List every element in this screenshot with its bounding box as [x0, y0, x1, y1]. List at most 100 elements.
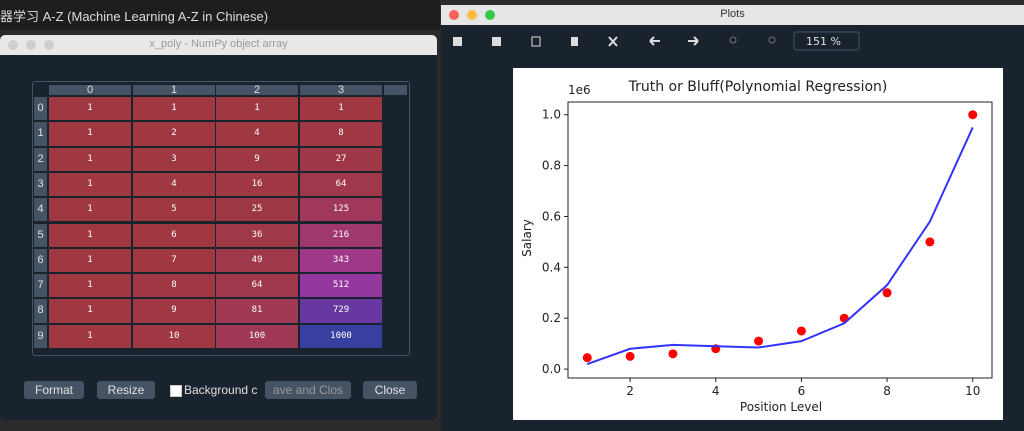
y-tick-label: 0.0 — [542, 362, 561, 376]
chart: Truth or Bluff(Polynomial Regression) 1e… — [513, 68, 1003, 420]
top-bar-title: 器学习 A-Z (Machine Learning A-Z in Chinese… — [0, 9, 269, 24]
array-cell: 25 — [215, 197, 299, 223]
array-cell: 1 — [48, 222, 132, 248]
column-header: 3 — [299, 84, 383, 96]
array-cell: 1 — [48, 298, 132, 324]
array-cell: 1000 — [299, 323, 383, 349]
column-header: 1 — [132, 84, 216, 96]
array-cell: 216 — [299, 222, 383, 248]
max-dot[interactable] — [44, 40, 54, 50]
array-cell: 81 — [215, 298, 299, 324]
button[interactable]: Format — [24, 381, 84, 399]
header-filler — [383, 84, 408, 96]
close-dot[interactable] — [8, 40, 18, 50]
button[interactable]: ave and Clos — [265, 381, 351, 399]
prev-icon[interactable] — [649, 36, 660, 46]
array-cell: 1 — [48, 171, 132, 198]
y-axis-label: Salary — [520, 219, 534, 257]
close-dot[interactable] — [449, 10, 459, 20]
array-cell: 1 — [48, 273, 132, 299]
window-title: Plots — [720, 8, 745, 20]
y-tick-label: 1.0 — [542, 108, 561, 122]
clear-icon[interactable] — [608, 36, 618, 47]
row-header: 3 — [33, 171, 48, 198]
row-header: 0 — [33, 96, 48, 122]
array-cell: 64 — [215, 273, 299, 299]
array-cell: 7 — [132, 247, 216, 274]
array-cell: 4 — [132, 171, 216, 198]
x-tick-label: 10 — [965, 384, 980, 398]
scatter-point — [968, 110, 978, 120]
array-cell: 1 — [48, 197, 132, 223]
array-cell: 64 — [299, 171, 383, 198]
array-cell: 1 — [48, 121, 132, 147]
array-cell: 27 — [299, 146, 383, 172]
array-cell: 9 — [215, 146, 299, 172]
array-cell: 125 — [299, 197, 383, 223]
array-cell: 8 — [299, 121, 383, 147]
checkbox[interactable] — [170, 385, 182, 397]
array-cell: 1 — [48, 323, 132, 349]
copy-icon[interactable] — [531, 36, 541, 47]
y-tick-label: 0.6 — [542, 209, 561, 223]
array-cell: 4 — [215, 121, 299, 147]
save-icon[interactable] — [453, 37, 462, 46]
scatter-point — [882, 288, 892, 298]
next-icon[interactable] — [688, 36, 699, 46]
array-cell: 1 — [48, 96, 132, 122]
y-tick-label: 0.2 — [542, 311, 561, 325]
array-cell: 16 — [215, 171, 299, 198]
scatter-point — [582, 353, 592, 363]
array-cell: 5 — [132, 197, 216, 223]
row-header: 9 — [33, 323, 48, 349]
row-header: 2 — [33, 146, 48, 172]
save-all-icon[interactable] — [492, 37, 501, 46]
array-cell: 1 — [132, 96, 216, 122]
zoom-out-icon[interactable] — [768, 36, 776, 44]
column-header: 0 — [48, 84, 132, 96]
zoom-box[interactable] — [793, 31, 860, 51]
scatter-point — [625, 351, 635, 361]
x-tick-label: 2 — [626, 384, 634, 398]
array-cell: 1 — [48, 247, 132, 274]
checkbox-label: Background c — [184, 383, 258, 397]
row-header: 8 — [33, 298, 48, 324]
toolbar: 151 % — [453, 31, 860, 51]
row-header: 7 — [33, 273, 48, 299]
array-cell: 1 — [299, 96, 383, 122]
array-table: 0 1 2 3 0 1 1 1 1 1 1 2 4 8 2 1 3 9 27 3 1 4 16 64 4 1 5 25 125 5 1 6 36… — [32, 81, 410, 356]
array-cell: 2 — [132, 121, 216, 147]
array-cell: 8 — [132, 273, 216, 299]
row-header: 4 — [33, 197, 48, 223]
delete-icon[interactable] — [571, 37, 578, 46]
min-dot[interactable] — [26, 40, 36, 50]
top-bar: 器学习 A-Z (Machine Learning A-Z in Chinese… — [0, 0, 440, 30]
array-cell: 36 — [215, 222, 299, 248]
array-cell: 729 — [299, 298, 383, 324]
button[interactable]: Resize — [97, 381, 155, 399]
array-cell: 9 — [132, 298, 216, 324]
plots-window: Plots 151 % Truth or Bluff(Polynomial Re… — [441, 5, 1024, 431]
column-header: 2 — [215, 84, 299, 96]
array-cell: 6 — [132, 222, 216, 248]
y-tick-label: 0.8 — [542, 159, 561, 173]
zoom-in-icon[interactable] — [729, 36, 737, 44]
row-header: 1 — [33, 121, 48, 147]
title-bar: Plots — [441, 5, 1024, 25]
window-title: x_poly - NumPy object array — [149, 38, 288, 50]
min-dot[interactable] — [467, 10, 477, 20]
title-bar: x_poly - NumPy object array — [0, 35, 437, 55]
x-tick-label: 6 — [798, 384, 806, 398]
array-cell: 49 — [215, 247, 299, 274]
array-cell: 1 — [48, 146, 132, 172]
max-dot[interactable] — [485, 10, 495, 20]
scatter-point — [754, 336, 764, 346]
array-cell: 100 — [215, 323, 299, 349]
line — [586, 127, 974, 365]
x-tick-label: 8 — [883, 384, 891, 398]
button[interactable]: Close — [363, 381, 417, 399]
row-header: 6 — [33, 247, 48, 274]
plot-area — [567, 101, 993, 379]
